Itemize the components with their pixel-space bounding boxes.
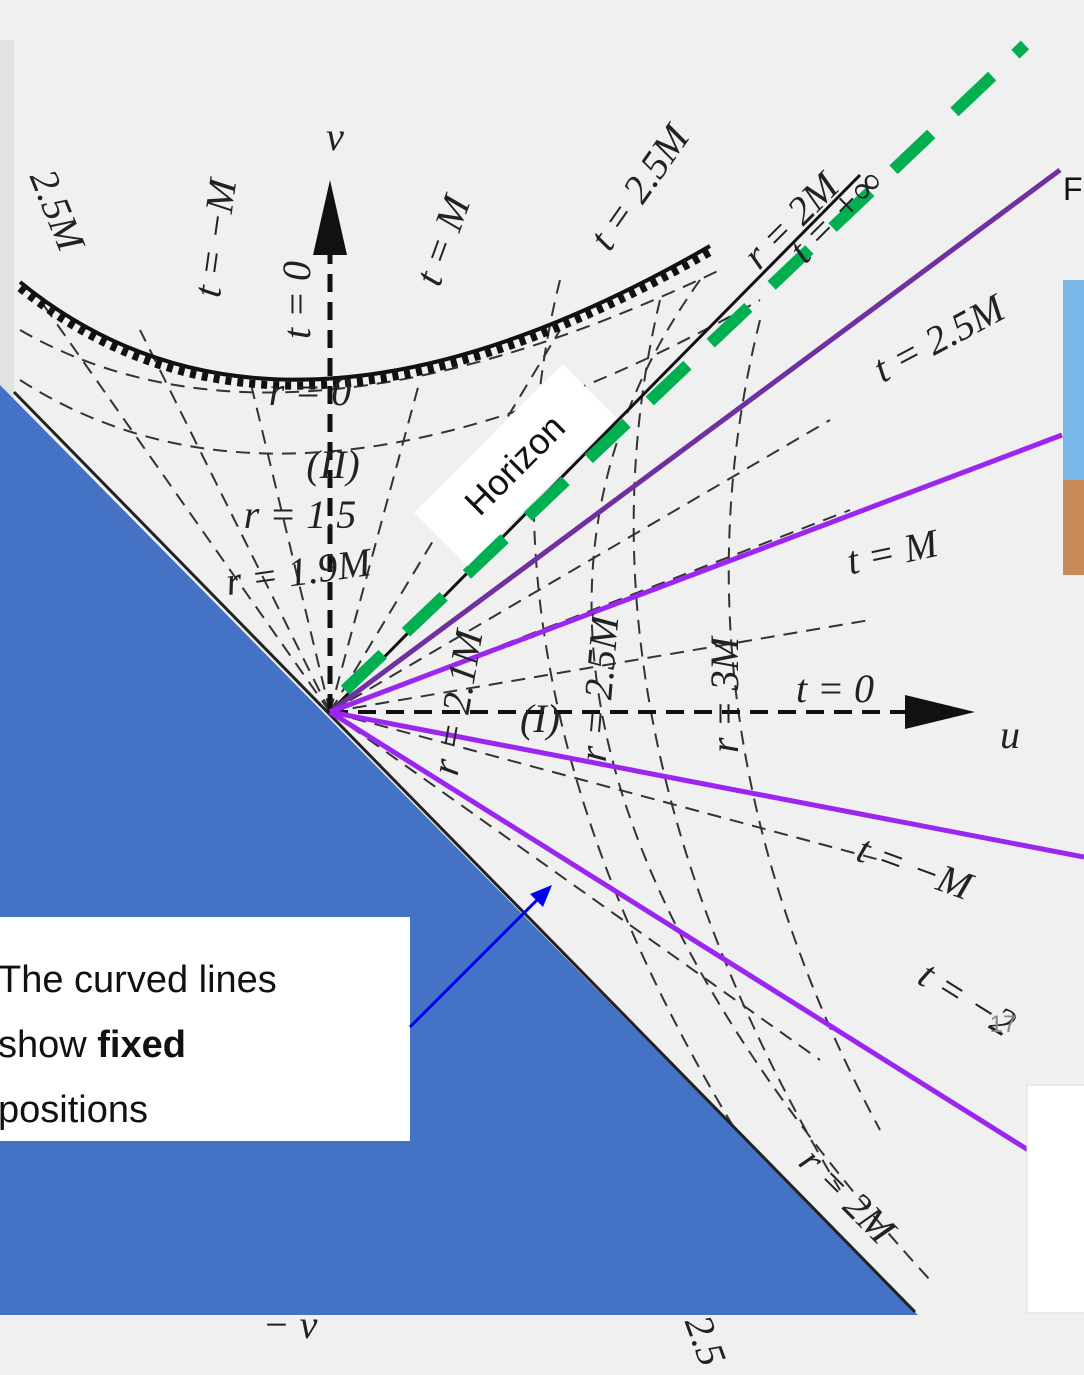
callout-arrowhead	[530, 885, 552, 907]
callout-line: show	[0, 1024, 97, 1066]
singularity	[17, 248, 712, 390]
image-fragment-bottom	[1063, 480, 1084, 575]
diagram-label: t = 0	[796, 666, 874, 711]
diagram-label: r = 3M	[702, 634, 747, 753]
diagram-label: t = 0	[274, 261, 319, 339]
diagram-label: v	[326, 114, 344, 159]
side-box	[1026, 1084, 1084, 1314]
diagonal-horizon-past	[12, 390, 917, 1314]
violet-line	[328, 709, 1084, 1188]
callout-arrow	[408, 893, 544, 1029]
callout-line: positions	[0, 1089, 148, 1131]
callout-text: The curved lines show fixed positions	[0, 959, 287, 1131]
callout-bold: fixed	[97, 1024, 186, 1066]
v-arrow	[313, 180, 347, 255]
diagram-label: r = 0	[269, 369, 352, 414]
u-arrow	[905, 695, 975, 729]
callout-box	[0, 917, 410, 1141]
purple-line	[328, 167, 1062, 715]
callout-line: The curved lines	[0, 959, 277, 1001]
slide-number: 17	[990, 1011, 1017, 1038]
diagram-label: (I)	[520, 696, 560, 741]
violet-line	[329, 432, 1063, 715]
violet-line	[329, 709, 1084, 860]
diagram-label: r = 1.5	[244, 492, 357, 537]
corner-text: F	[1063, 171, 1083, 207]
diagram-label: (II)	[306, 442, 359, 487]
green-dashed-line	[340, 40, 1030, 695]
diagram-label: − v	[263, 1302, 318, 1347]
diagram-label: u	[1000, 712, 1020, 757]
horizon-box	[413, 363, 617, 567]
singularity-line	[18, 244, 711, 382]
